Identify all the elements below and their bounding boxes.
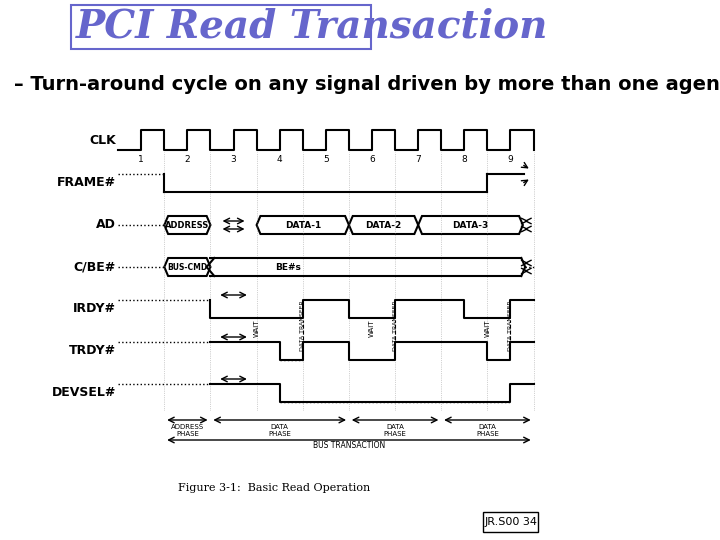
Text: CLK: CLK — [89, 134, 116, 147]
Text: DATA TRANSFER: DATA TRANSFER — [392, 301, 397, 352]
Text: 5: 5 — [323, 155, 329, 164]
Text: 7: 7 — [415, 155, 421, 164]
Text: FRAME#: FRAME# — [57, 177, 116, 190]
FancyBboxPatch shape — [71, 5, 372, 49]
Text: BE#s: BE#s — [275, 262, 301, 272]
Text: WAIT: WAIT — [485, 319, 490, 337]
Text: TRDY#: TRDY# — [68, 345, 116, 357]
Text: DEVSEL#: DEVSEL# — [52, 387, 116, 400]
Text: WAIT: WAIT — [369, 319, 375, 337]
Text: ADDRESS
PHASE: ADDRESS PHASE — [171, 424, 204, 437]
Text: 2: 2 — [184, 155, 190, 164]
Text: DATA TRANSFER: DATA TRANSFER — [300, 301, 305, 352]
Text: – Turn-around cycle on any signal driven by more than one agent: – Turn-around cycle on any signal driven… — [14, 76, 720, 94]
Text: IRDY#: IRDY# — [73, 302, 116, 315]
Text: 4: 4 — [277, 155, 282, 164]
Bar — [483, 512, 538, 532]
Text: DATA
PHASE: DATA PHASE — [384, 424, 407, 437]
Text: 6: 6 — [369, 155, 375, 164]
Text: DATA-3: DATA-3 — [452, 220, 489, 230]
Text: C/BE#: C/BE# — [73, 260, 116, 273]
Text: PCI Read Transaction: PCI Read Transaction — [76, 8, 549, 46]
Text: 8: 8 — [462, 155, 467, 164]
Text: 1: 1 — [138, 155, 144, 164]
Text: DATA
PHASE: DATA PHASE — [269, 424, 291, 437]
Text: Figure 3-1:  Basic Read Operation: Figure 3-1: Basic Read Operation — [179, 483, 371, 493]
Text: JR.S00 34: JR.S00 34 — [484, 517, 537, 527]
Text: BUS-CMD: BUS-CMD — [167, 262, 207, 272]
Text: DATA
PHASE: DATA PHASE — [476, 424, 499, 437]
Text: WAIT: WAIT — [253, 319, 260, 337]
Text: 9: 9 — [508, 155, 513, 164]
Text: DATA-2: DATA-2 — [366, 220, 402, 230]
Text: AD: AD — [96, 219, 116, 232]
Text: DATA-1: DATA-1 — [284, 220, 321, 230]
Text: ADDRESS: ADDRESS — [166, 220, 210, 230]
Text: DATA TRANSFER: DATA TRANSFER — [508, 301, 513, 352]
Text: 3: 3 — [230, 155, 236, 164]
Text: BUS TRANSACTION: BUS TRANSACTION — [312, 441, 385, 450]
